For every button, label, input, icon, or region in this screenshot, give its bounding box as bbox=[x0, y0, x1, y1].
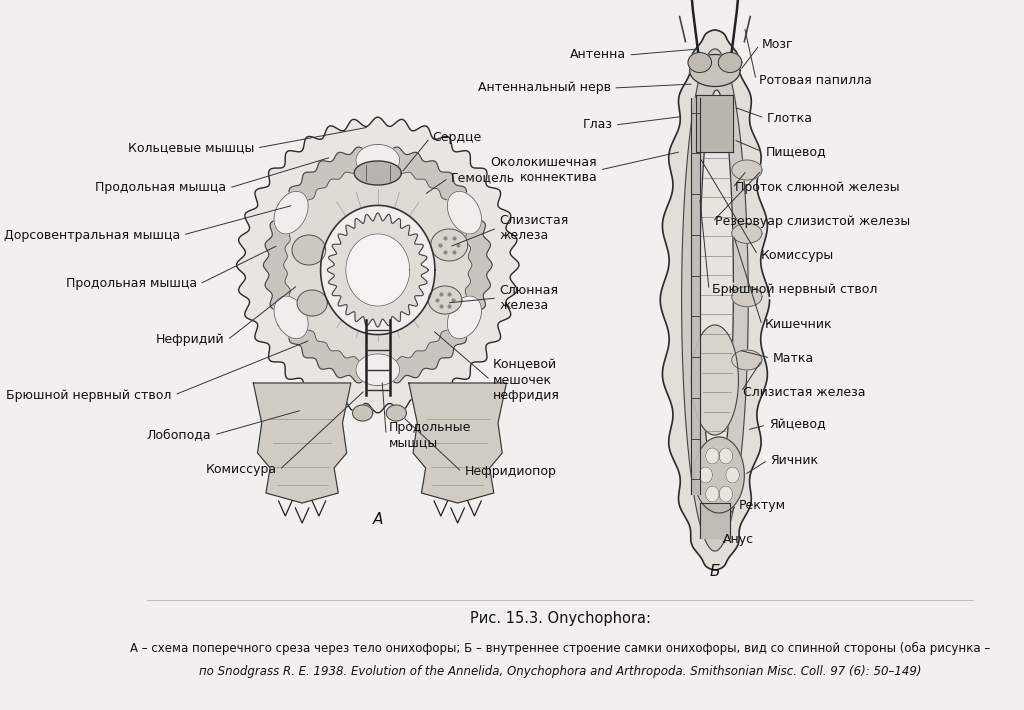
Text: Слизистая железа: Слизистая железа bbox=[743, 386, 866, 398]
Text: Нефридиопор: Нефридиопор bbox=[464, 466, 556, 479]
Text: Глаз: Глаз bbox=[583, 119, 612, 131]
Text: Лобопода: Лобопода bbox=[146, 429, 211, 442]
Text: Концевой
мешочек
нефридия: Концевой мешочек нефридия bbox=[493, 359, 560, 401]
Polygon shape bbox=[431, 229, 468, 261]
Polygon shape bbox=[447, 296, 481, 339]
Text: Глотка: Глотка bbox=[767, 111, 813, 124]
Polygon shape bbox=[732, 287, 762, 307]
Polygon shape bbox=[428, 286, 462, 314]
Polygon shape bbox=[354, 161, 401, 185]
Text: Продольная мышца: Продольная мышца bbox=[66, 278, 197, 290]
Polygon shape bbox=[732, 224, 762, 244]
Polygon shape bbox=[386, 405, 407, 421]
Polygon shape bbox=[237, 117, 519, 413]
Text: Дорсовентральная мышца: Дорсовентральная мышца bbox=[4, 229, 180, 241]
Text: Брюшной нервный ствол: Брюшной нервный ствол bbox=[712, 283, 877, 297]
Polygon shape bbox=[691, 325, 738, 435]
Text: по Snodgrass R. E. 1938. Evolution of the Annelida, Onychophora and Arthropoda. : по Snodgrass R. E. 1938. Evolution of th… bbox=[199, 665, 922, 679]
Text: Нефридий: Нефридий bbox=[156, 334, 224, 346]
Text: Ректум: Ректум bbox=[738, 498, 785, 511]
Text: Слюнная
железа: Слюнная железа bbox=[500, 284, 559, 312]
Polygon shape bbox=[356, 354, 399, 386]
Polygon shape bbox=[690, 55, 740, 87]
Text: Рис. 15.3. Onychophora:: Рис. 15.3. Onychophora: bbox=[470, 611, 650, 626]
Text: Ротовая папилла: Ротовая папилла bbox=[759, 74, 871, 87]
Polygon shape bbox=[274, 191, 308, 234]
Text: Анус: Анус bbox=[723, 533, 755, 547]
Polygon shape bbox=[688, 53, 712, 72]
Text: Продольная мышца: Продольная мышца bbox=[95, 182, 226, 195]
Polygon shape bbox=[263, 146, 493, 385]
Polygon shape bbox=[274, 296, 308, 339]
Text: Комиссура: Комиссура bbox=[206, 464, 276, 476]
Text: А: А bbox=[373, 513, 383, 528]
Text: Б: Б bbox=[710, 564, 720, 579]
Polygon shape bbox=[706, 486, 719, 502]
Text: Яйцевод: Яйцевод bbox=[769, 418, 825, 432]
Polygon shape bbox=[292, 235, 326, 265]
Text: Слизистая
железа: Слизистая железа bbox=[500, 214, 569, 242]
Text: Резервуар слизистой железы: Резервуар слизистой железы bbox=[715, 216, 910, 229]
Text: Гемоцель: Гемоцель bbox=[451, 172, 515, 185]
Polygon shape bbox=[718, 53, 741, 72]
Polygon shape bbox=[253, 383, 351, 503]
Polygon shape bbox=[682, 49, 749, 551]
Text: Мозг: Мозг bbox=[762, 38, 794, 52]
Text: Брюшной нервный ствол: Брюшной нервный ствол bbox=[6, 388, 172, 401]
Polygon shape bbox=[284, 166, 472, 364]
Text: Продольные
мышцы: Продольные мышцы bbox=[389, 421, 471, 449]
Text: Яичник: Яичник bbox=[770, 454, 818, 466]
Polygon shape bbox=[356, 144, 399, 176]
Polygon shape bbox=[447, 191, 481, 234]
Polygon shape bbox=[352, 405, 373, 421]
Polygon shape bbox=[732, 350, 762, 370]
Polygon shape bbox=[297, 290, 328, 316]
Polygon shape bbox=[732, 160, 762, 180]
Polygon shape bbox=[409, 383, 507, 503]
Text: Проток слюнной железы: Проток слюнной железы bbox=[735, 182, 900, 195]
Polygon shape bbox=[726, 467, 739, 483]
Polygon shape bbox=[694, 437, 744, 513]
Polygon shape bbox=[719, 448, 732, 464]
Polygon shape bbox=[706, 448, 719, 464]
Polygon shape bbox=[328, 213, 428, 327]
Polygon shape bbox=[321, 205, 435, 334]
Text: Пищевод: Пищевод bbox=[765, 146, 826, 158]
Text: Кольцевые мышцы: Кольцевые мышцы bbox=[128, 141, 254, 155]
Polygon shape bbox=[699, 467, 713, 483]
Text: Антенна: Антенна bbox=[569, 48, 626, 62]
Polygon shape bbox=[719, 486, 732, 502]
Text: А – схема поперечного среза через тело онихофоры; Б – внутреннее строение самки : А – схема поперечного среза через тело о… bbox=[130, 641, 990, 655]
Polygon shape bbox=[699, 90, 733, 480]
Polygon shape bbox=[346, 234, 410, 306]
Text: Комиссуры: Комиссуры bbox=[760, 248, 834, 261]
Text: Сердце: Сердце bbox=[432, 131, 481, 145]
Text: Матка: Матка bbox=[773, 351, 814, 364]
Text: Кишечник: Кишечник bbox=[765, 319, 833, 332]
Text: Антеннальный нерв: Антеннальный нерв bbox=[477, 82, 610, 94]
Polygon shape bbox=[660, 30, 770, 570]
Text: Околокишечная
коннектива: Околокишечная коннектива bbox=[490, 156, 597, 184]
